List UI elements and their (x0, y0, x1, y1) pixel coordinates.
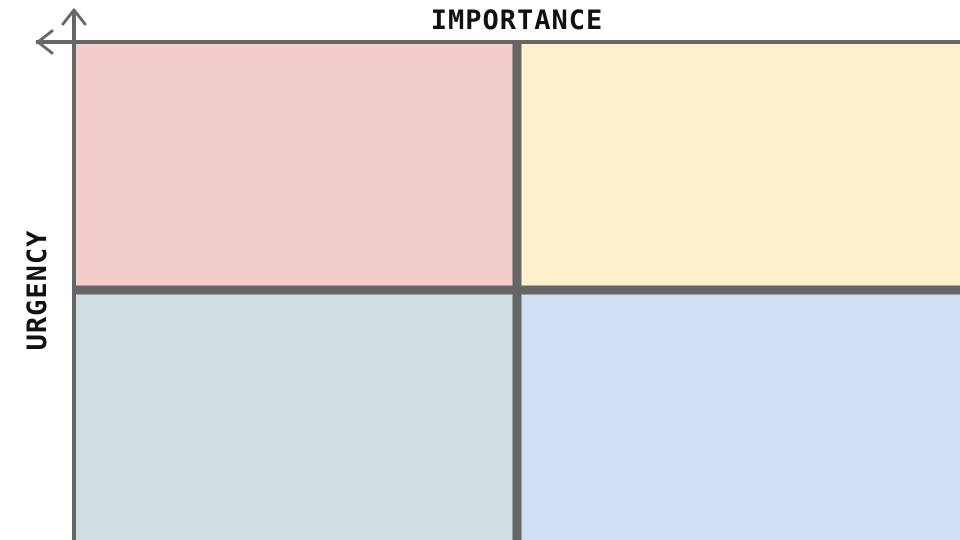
importance-axis-label: IMPORTANCE (430, 5, 604, 36)
quadrant-top-right (521, 44, 960, 286)
quadrant-top-left (75, 44, 513, 286)
quadrant-bottom-left (75, 294, 513, 540)
quadrant-bottom-right (521, 294, 960, 540)
arrow-left-icon (36, 29, 54, 55)
urgency-axis-label: URGENCY (22, 229, 53, 351)
arrow-up-icon (61, 8, 87, 26)
